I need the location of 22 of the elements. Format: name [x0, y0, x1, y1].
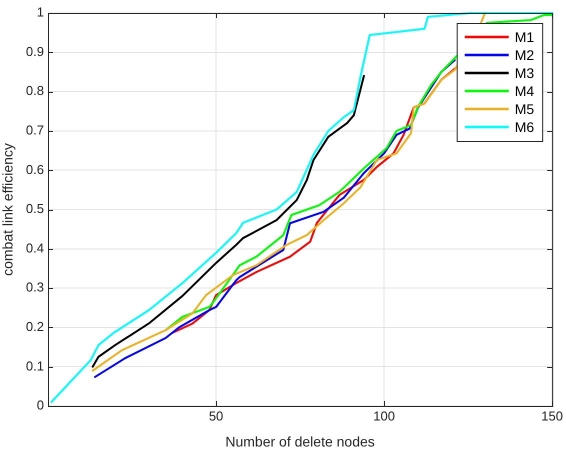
y-tick-label: 0.5: [26, 201, 44, 216]
legend-label: M2: [514, 46, 534, 63]
legend-label: M4: [514, 82, 534, 99]
y-tick-label: 0.2: [26, 318, 44, 334]
legend-label: M3: [514, 64, 534, 81]
legend-label: M6: [514, 118, 534, 135]
x-axis-title: Number of delete nodes: [225, 433, 375, 450]
y-tick-label: 0.6: [26, 162, 44, 177]
y-tick-label: 0.3: [26, 280, 44, 295]
y-tick-label: 0.7: [26, 122, 44, 138]
y-tick-label: 0.4: [26, 240, 44, 256]
y-axis-title: combat link efficiency: [0, 143, 16, 276]
legend-label: M5: [514, 100, 534, 117]
y-tick-label: 1: [36, 4, 44, 20]
y-tick-label: 0.1: [26, 358, 44, 374]
x-tick-label: 100: [373, 408, 395, 424]
y-tick-label: 0.8: [26, 83, 44, 98]
y-tick-label: 0.9: [26, 44, 44, 59]
x-tick-label: 150: [541, 408, 564, 424]
x-tick-label: 50: [208, 408, 224, 424]
y-tick-label: 0: [36, 398, 44, 413]
legend-label: M1: [514, 28, 534, 45]
